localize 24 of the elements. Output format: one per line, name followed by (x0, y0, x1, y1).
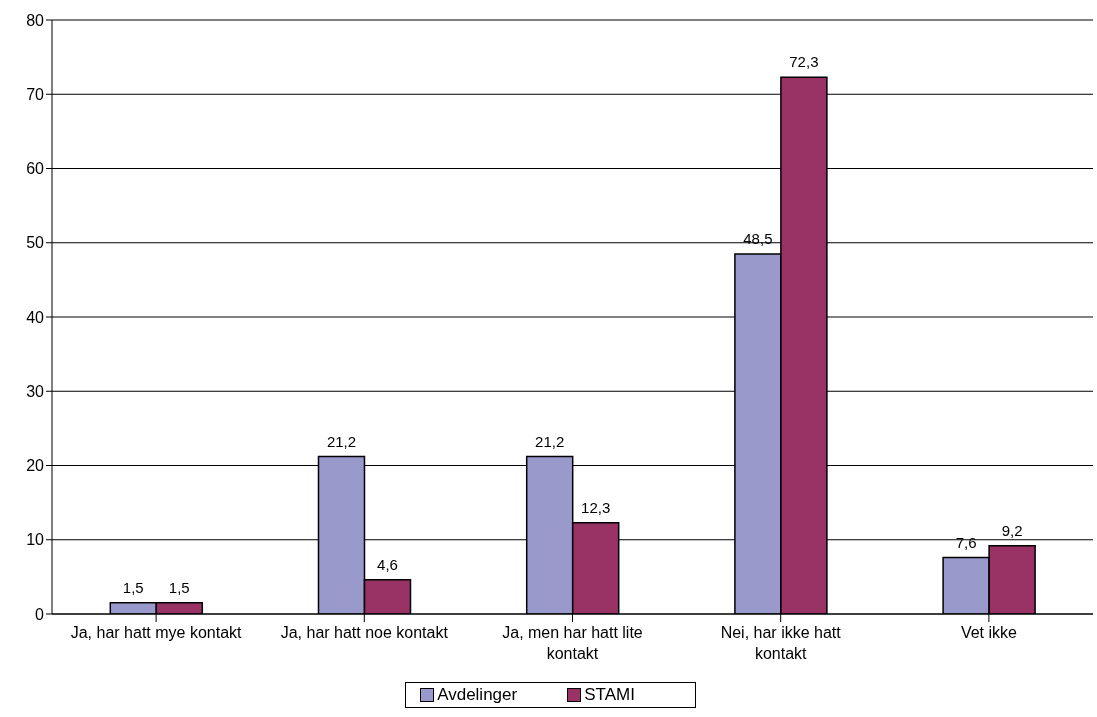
y-tick-label: 10 (26, 531, 45, 549)
x-tick-label: Ja, men har hatt lite kontakt (502, 624, 643, 662)
y-tick-label: 70 (26, 85, 45, 103)
y-tick-label: 80 (26, 11, 45, 29)
data-label: 9,2 (1001, 521, 1023, 539)
x-tick-label: Vet ikke (960, 624, 1018, 641)
y-tick-label: 20 (26, 457, 45, 475)
data-label: 12,3 (581, 498, 611, 516)
data-label: 21,2 (535, 432, 565, 450)
y-tick-label: 50 (26, 234, 45, 252)
y-tick-label: 0 (35, 605, 45, 623)
x-tick-label: Nei, har ikke hatt kontakt (720, 624, 842, 662)
y-tick-label: 30 (26, 382, 45, 400)
y-tick-label: 60 (26, 160, 45, 178)
data-label: 4,6 (377, 555, 398, 573)
x-tick-label: Ja, har hatt noe kontakt (280, 624, 449, 641)
legend-label: STAMI (583, 685, 635, 705)
y-tick-label: 40 (26, 308, 45, 326)
legend-label: Avdelinger (436, 685, 518, 705)
x-tick-label: Ja, har hatt mye kontakt (70, 624, 243, 641)
data-label: 1,5 (122, 578, 144, 596)
data-label: 72,3 (789, 53, 819, 71)
data-label: 21,2 (326, 432, 357, 450)
data-label: 1,5 (168, 578, 190, 596)
